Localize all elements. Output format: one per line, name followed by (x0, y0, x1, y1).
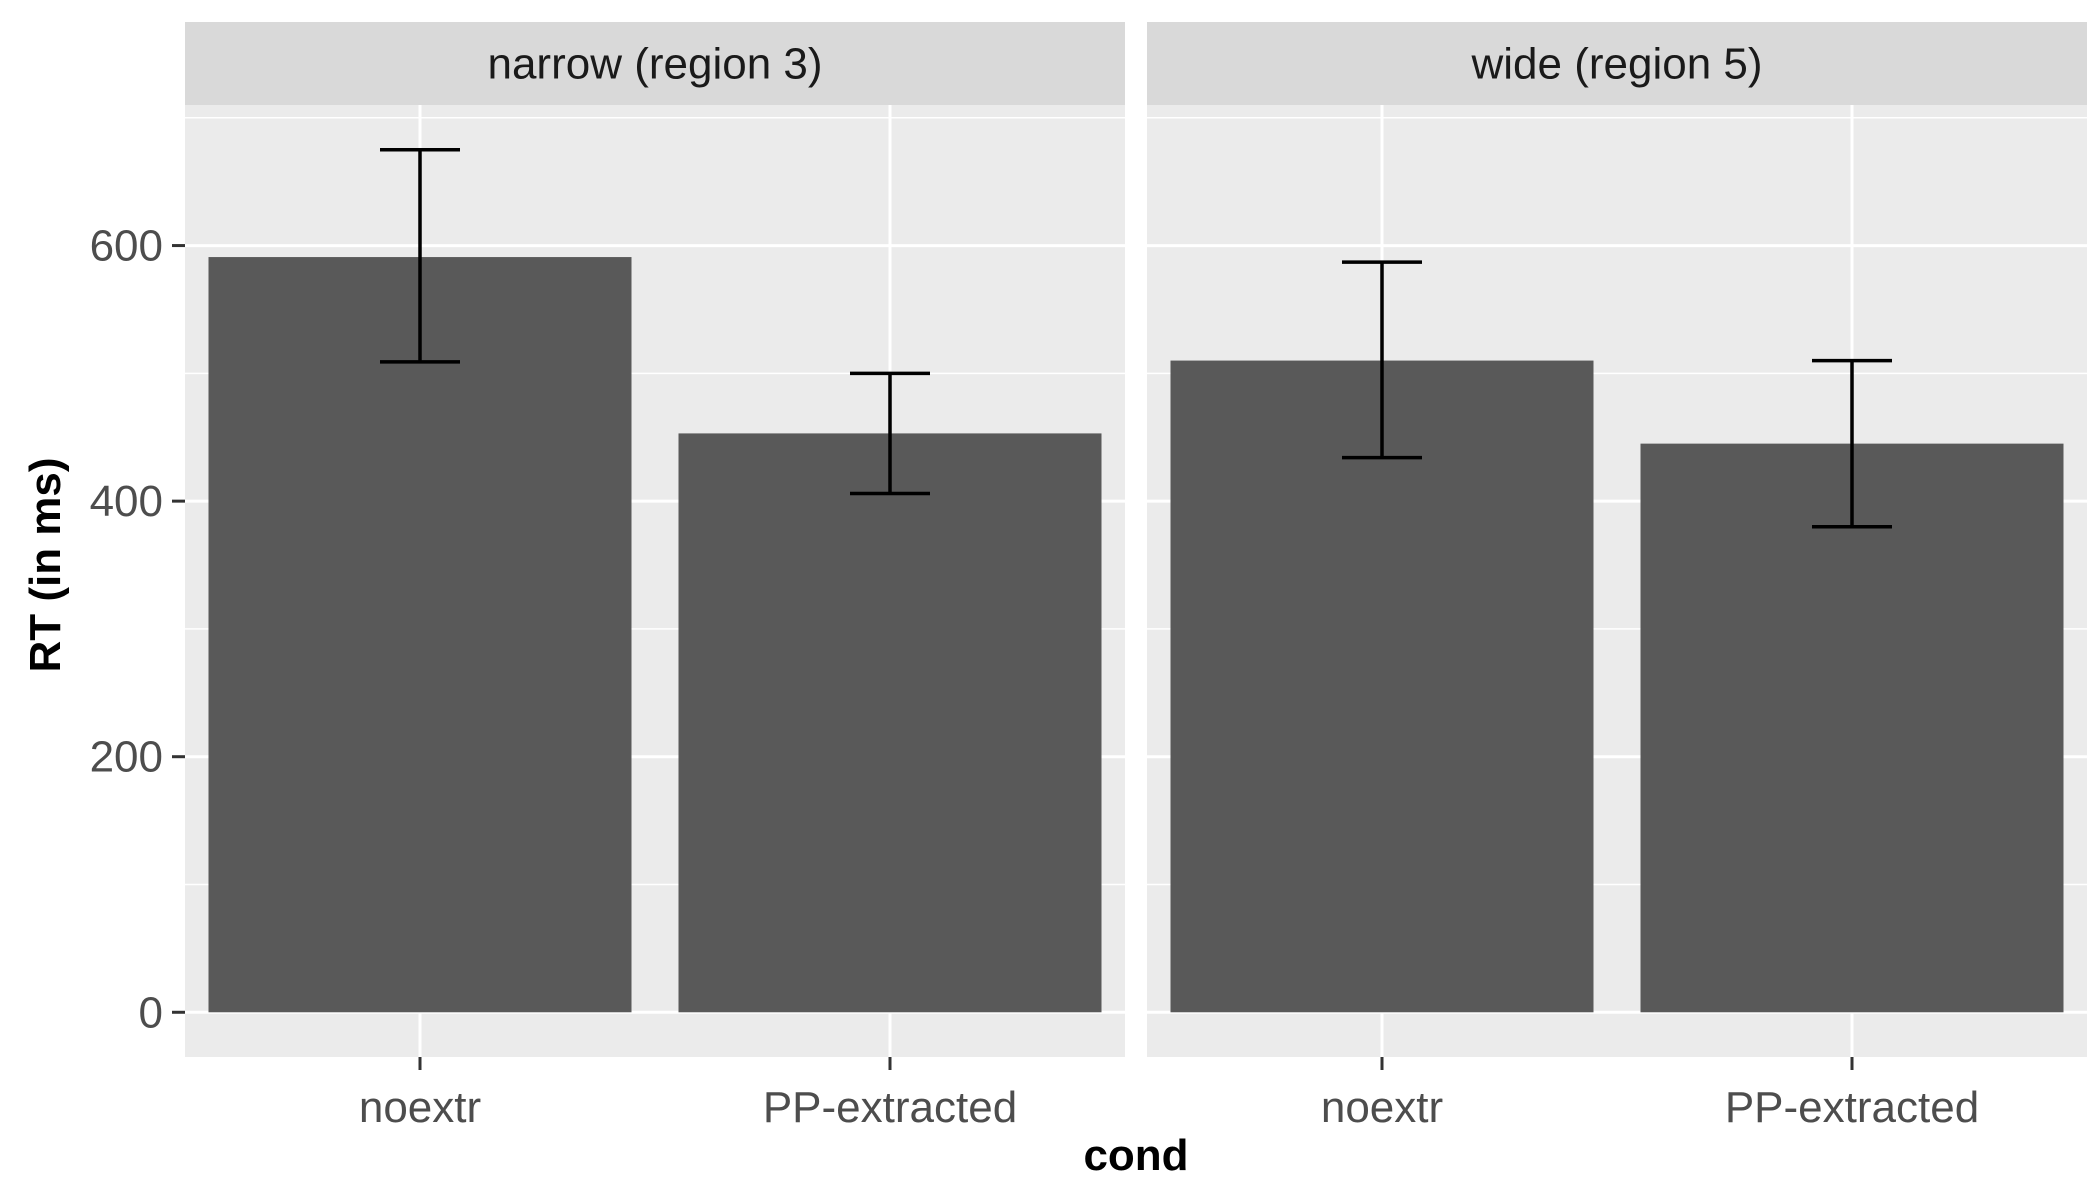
facet-strip (1147, 22, 2087, 105)
x-tick-label: PP-extracted (763, 1083, 1017, 1132)
y-axis: 0 200 400 600 (90, 222, 185, 1037)
facet-strip-label: wide (region 5) (1470, 40, 1762, 89)
y-tick-label: 400 (90, 477, 163, 526)
facet-strip-label: narrow (region 3) (487, 40, 822, 89)
y-tick-label: 200 (90, 733, 163, 782)
bar-PP-extracted (678, 433, 1102, 1013)
x-tick-label: noextr (359, 1083, 481, 1132)
y-axis-title: RT (in ms) (21, 457, 70, 672)
facet-panels: narrow (region 3)noextr PP-extractedwide … (185, 22, 2087, 1132)
y-tick-label: 0 (139, 988, 163, 1037)
bar-noextr (1170, 360, 1594, 1013)
facet-strip (185, 22, 1125, 105)
bar-PP-extracted (1640, 443, 2064, 1013)
y-tick-label: 600 (90, 222, 163, 271)
facet-panel: wide (region 5) noextr PP-extracted (1147, 22, 2087, 1132)
bar-noextr (208, 257, 632, 1013)
x-tick-label: PP-extracted (1725, 1083, 1979, 1132)
x-axis-title: cond (1083, 1131, 1188, 1180)
facet-panel: narrow (region 3) noextr PP-extracted (185, 22, 1125, 1132)
x-tick-label: noextr (1321, 1083, 1443, 1132)
